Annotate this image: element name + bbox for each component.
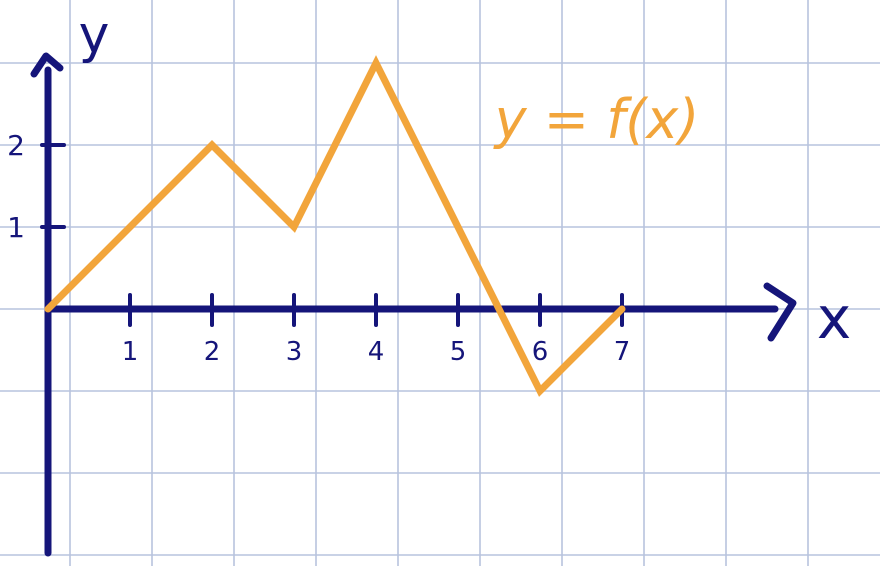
x-tick-label: 1: [122, 337, 139, 367]
plot-area: [44, 55, 626, 397]
x-tick-label: 4: [368, 337, 385, 367]
series-line: [44, 55, 626, 397]
y-axis-label: y: [79, 5, 110, 65]
x-tick-label: 5: [450, 337, 467, 367]
function-label: y = f(x): [493, 88, 700, 151]
y-tick-label: 1: [7, 211, 25, 244]
x-tick-label: 7: [614, 337, 631, 367]
x-axis-arrow: [763, 282, 797, 342]
axes: x y: [30, 5, 851, 557]
y-tick-label: 2: [7, 129, 25, 162]
axis-ticks: 1 2 3 4 5 6 7 1 2: [7, 129, 630, 367]
x-tick-label: 2: [204, 337, 221, 367]
y-axis-arrow: [30, 52, 64, 78]
x-tick-label: 6: [532, 337, 549, 367]
x-axis-label: x: [817, 284, 851, 352]
x-tick-label: 3: [286, 337, 303, 367]
